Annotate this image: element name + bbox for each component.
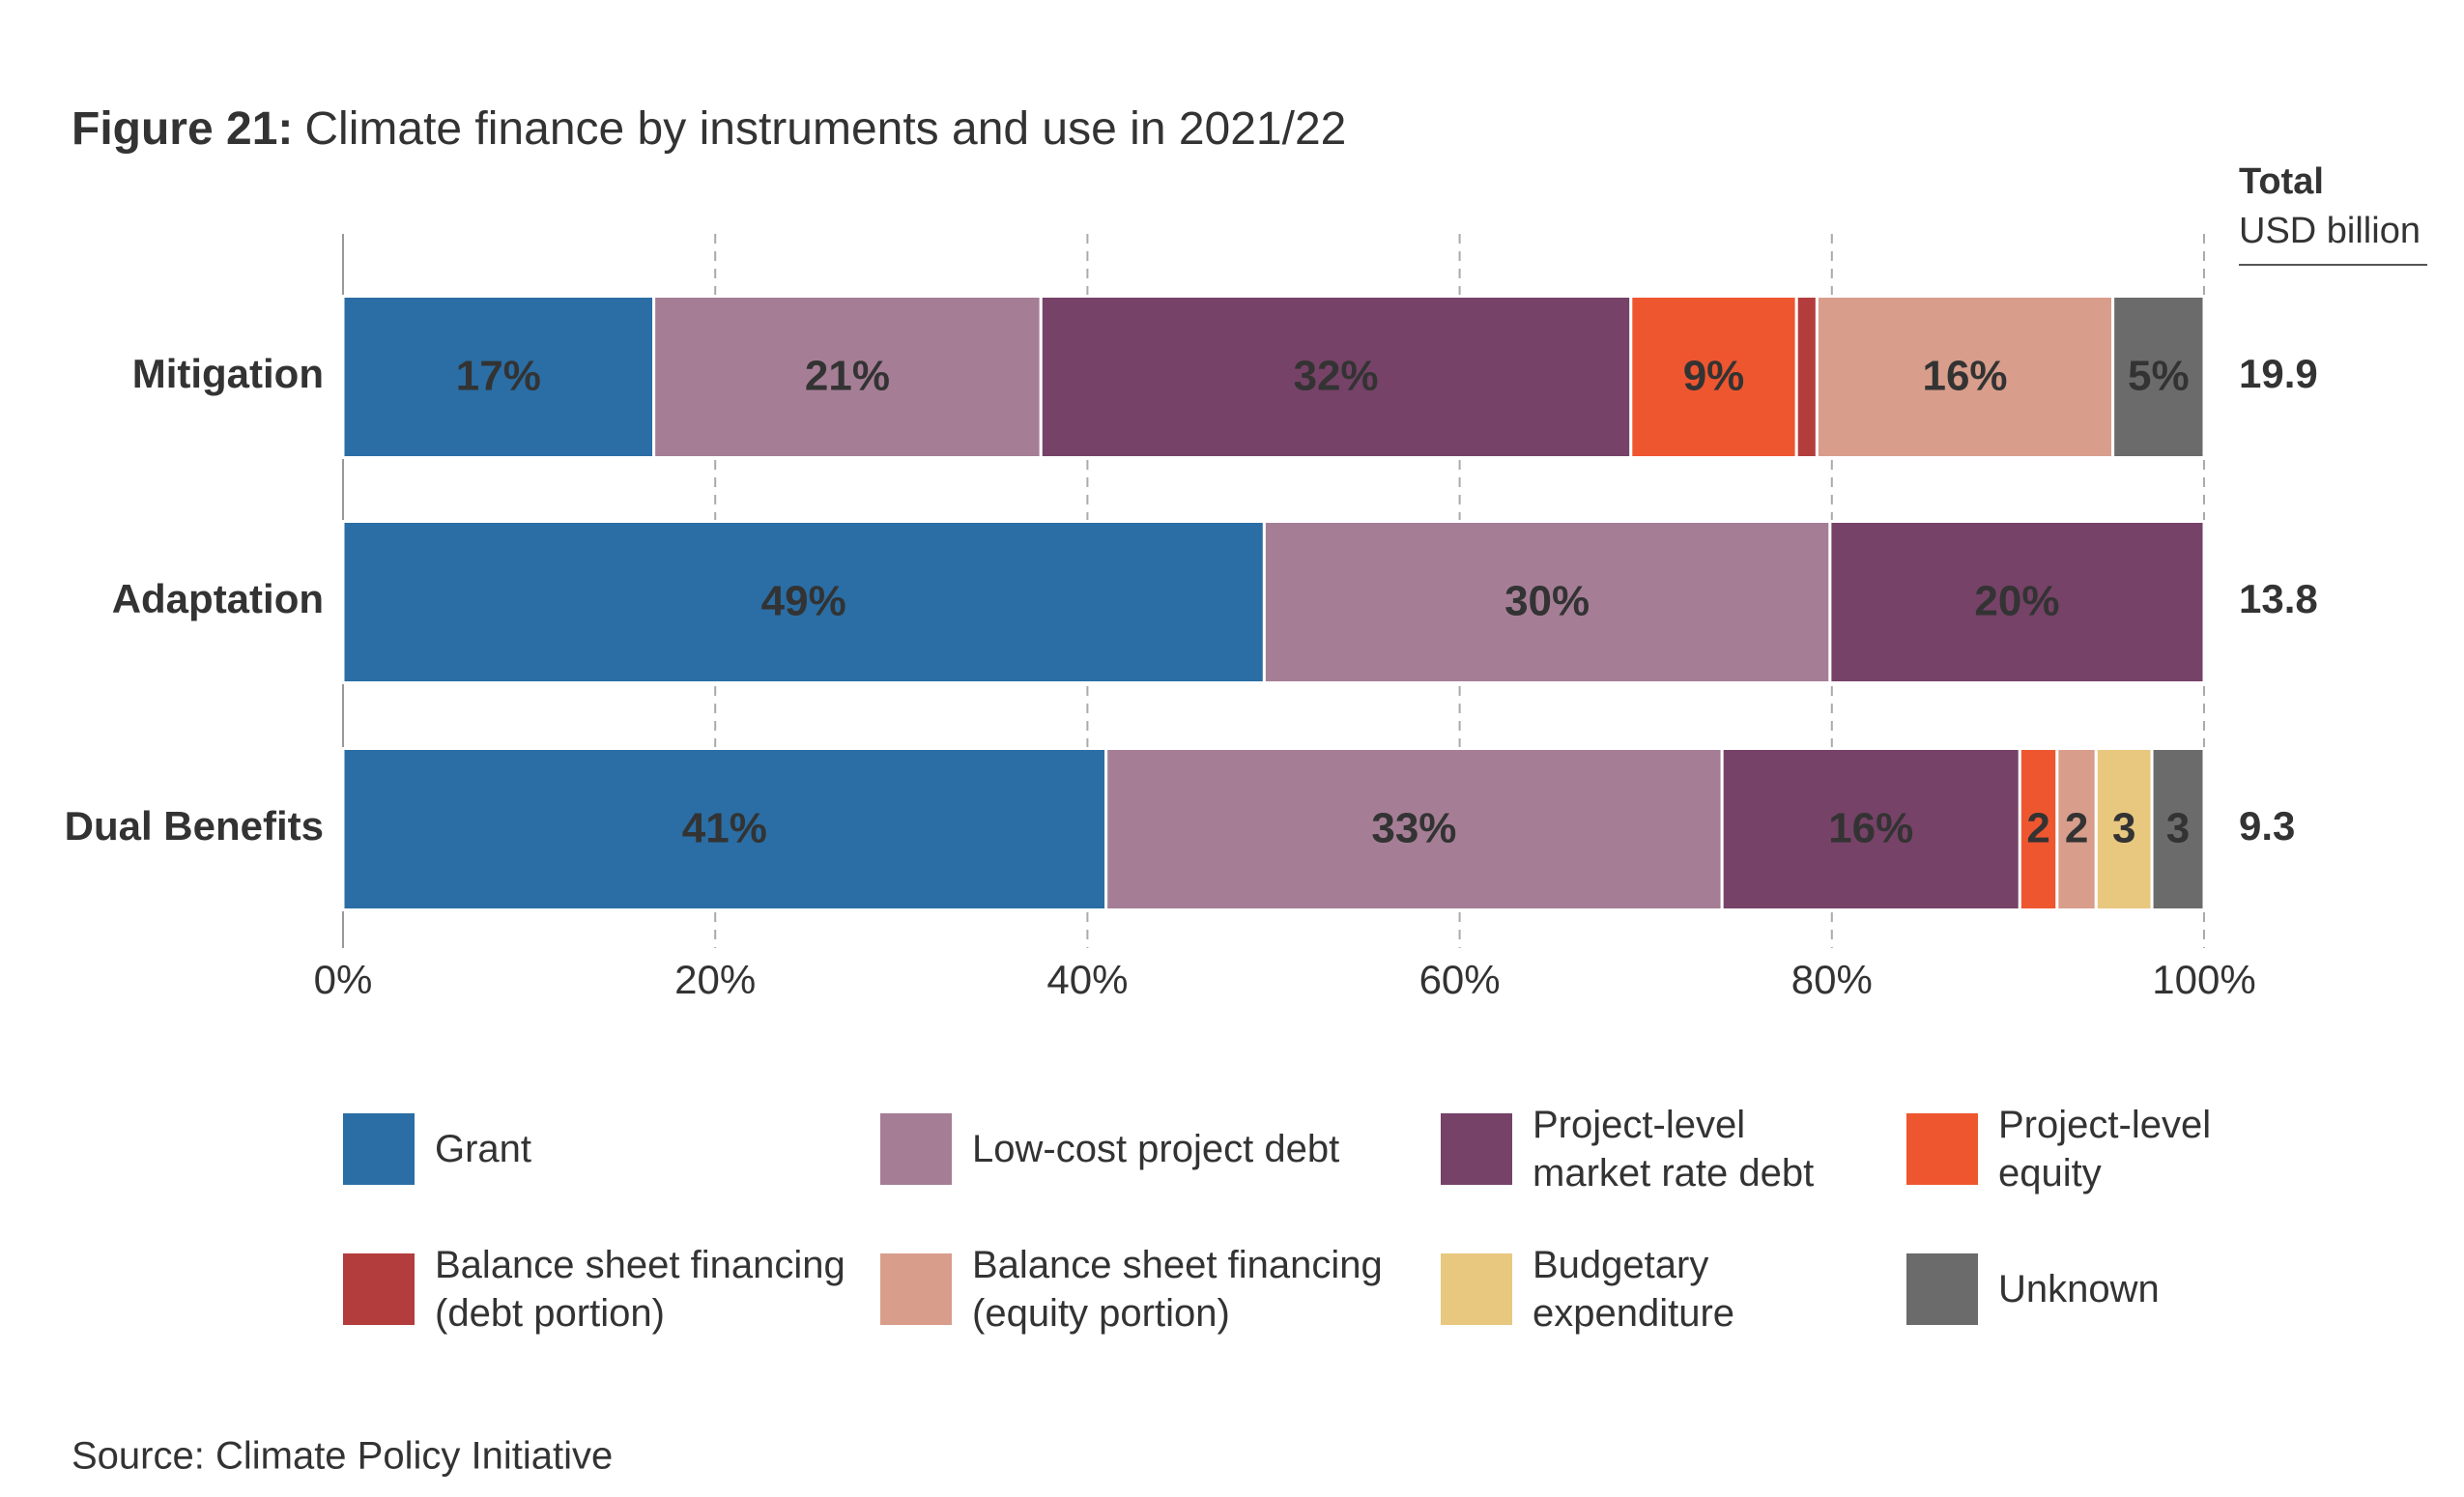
total-label: 13.8 bbox=[2239, 576, 2318, 621]
legend-label: Low-cost project debt bbox=[972, 1128, 1340, 1170]
bar-segment bbox=[1794, 295, 1819, 459]
x-tick-label: 100% bbox=[2152, 957, 2255, 1002]
bar-segment bbox=[341, 747, 1108, 911]
bar-segment bbox=[1815, 295, 2115, 459]
legend-item: Project-level equity bbox=[1906, 1101, 2307, 1197]
totals-title: Total bbox=[2239, 161, 2324, 202]
value-label: 16% bbox=[1922, 353, 2007, 400]
value-label: 32% bbox=[1293, 353, 1378, 400]
category-label: Mitigation bbox=[132, 351, 324, 396]
legend-swatch bbox=[880, 1113, 952, 1185]
value-label: 9% bbox=[1683, 353, 1745, 400]
legend-swatch bbox=[343, 1253, 415, 1325]
value-label: 3 bbox=[2112, 805, 2135, 852]
legend-swatch bbox=[880, 1253, 952, 1325]
value-label: 5% bbox=[2128, 353, 2190, 400]
value-label: 17% bbox=[456, 353, 541, 400]
x-tick-label: 60% bbox=[1419, 957, 1501, 1002]
value-label: 2 bbox=[2026, 805, 2049, 852]
category-label: Adaptation bbox=[112, 576, 324, 621]
chart-title: Figure 21: Climate finance by instruments… bbox=[72, 103, 1346, 155]
bar-segment bbox=[1039, 295, 1633, 459]
legend-item: Balance sheet financing (debt portion) bbox=[343, 1241, 889, 1338]
bar-segment bbox=[341, 520, 1266, 684]
legend-swatch bbox=[343, 1113, 415, 1185]
bar-segment bbox=[1262, 520, 1832, 684]
value-label: 3 bbox=[2166, 805, 2190, 852]
legend-label: Balance sheet financing (equity portion) bbox=[972, 1244, 1383, 1335]
legend-item: Project-level market rate debt bbox=[1441, 1101, 1861, 1197]
x-tick-label: 40% bbox=[1046, 957, 1128, 1002]
bar-segment bbox=[2111, 295, 2206, 459]
legend-label: Unknown bbox=[1998, 1268, 2160, 1310]
category-label: Dual Benefits bbox=[65, 803, 324, 849]
value-label: 30% bbox=[1504, 578, 1590, 625]
value-label: 21% bbox=[805, 353, 890, 400]
title-text: Climate finance by instruments and use i… bbox=[304, 103, 1346, 155]
source: Source: Climate Policy Initiative bbox=[72, 1435, 613, 1478]
totals-unit: USD billion bbox=[2239, 211, 2421, 251]
value-label: 2 bbox=[2065, 805, 2088, 852]
legend-swatch bbox=[1906, 1253, 1978, 1325]
bar-segment bbox=[2018, 747, 2059, 911]
legend-item: Low-cost project debt bbox=[880, 1101, 1426, 1197]
bar-segment bbox=[1629, 295, 1798, 459]
total-label: 19.9 bbox=[2239, 351, 2318, 396]
value-label: 20% bbox=[1974, 578, 2059, 625]
x-tick-label: 20% bbox=[674, 957, 756, 1002]
value-label: 16% bbox=[1828, 805, 1913, 852]
legend-item: Unknown bbox=[1906, 1241, 2307, 1338]
total-label: 9.3 bbox=[2239, 803, 2295, 849]
legend-swatch bbox=[1906, 1113, 1978, 1185]
value-label: 49% bbox=[761, 578, 846, 625]
x-tick-label: 80% bbox=[1791, 957, 1873, 1002]
value-label: 41% bbox=[682, 805, 767, 852]
legend-label: Budgetary expenditure bbox=[1533, 1244, 1735, 1335]
title-label: Figure 21: bbox=[72, 103, 293, 155]
legend-swatch bbox=[1441, 1113, 1512, 1185]
legend-label: Balance sheet financing (debt portion) bbox=[435, 1244, 845, 1335]
bar-segment bbox=[341, 295, 656, 459]
legend-item: Balance sheet financing (equity portion) bbox=[880, 1241, 1426, 1338]
bar-segment bbox=[1828, 520, 2206, 684]
bar-segment bbox=[1104, 747, 1724, 911]
bar-segment bbox=[2150, 747, 2206, 911]
legend-item: Grant bbox=[343, 1101, 889, 1197]
legend-label: Project-level market rate debt bbox=[1533, 1104, 1815, 1195]
legend-label: Grant bbox=[435, 1128, 532, 1170]
legend-swatch bbox=[1441, 1253, 1512, 1325]
value-label: 33% bbox=[1371, 805, 1456, 852]
legend-item: Budgetary expenditure bbox=[1441, 1241, 1861, 1338]
legend-label: Project-level equity bbox=[1998, 1104, 2212, 1195]
bar-segment bbox=[652, 295, 1043, 459]
x-tick-label: 0% bbox=[314, 957, 373, 1002]
